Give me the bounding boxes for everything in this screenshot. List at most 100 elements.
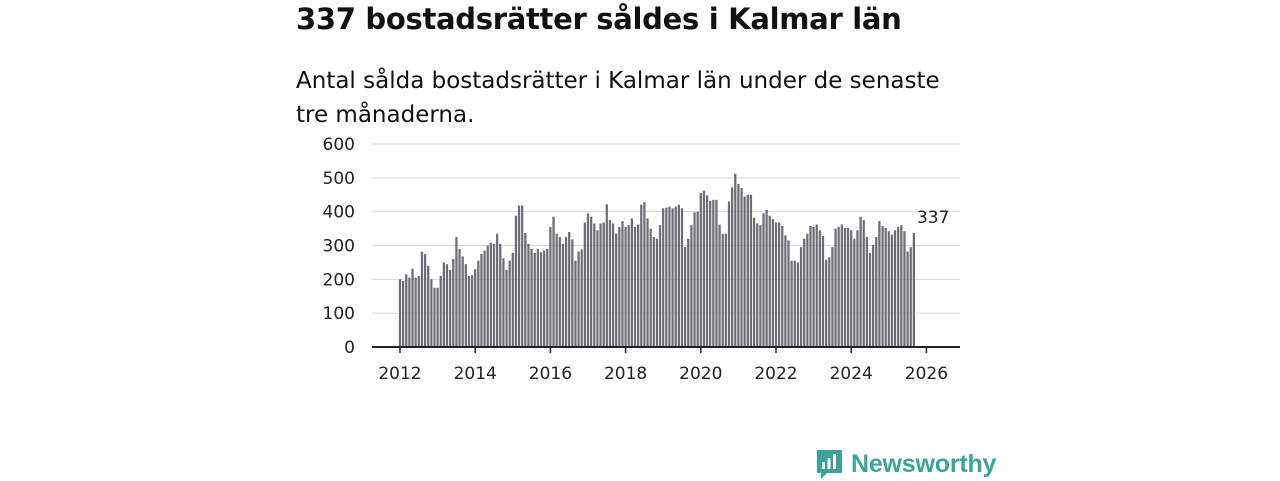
bar — [571, 239, 574, 347]
x-tick-label: 2022 — [754, 364, 797, 384]
bar — [677, 204, 680, 347]
bar — [461, 256, 464, 347]
bar — [759, 225, 762, 347]
bar — [887, 231, 890, 347]
bar-chart: 0 100 200 300 400 500 600 2012 2014 2016 2018 2020… — [323, 135, 960, 384]
bar — [875, 237, 878, 347]
bar — [455, 237, 458, 347]
bar — [599, 223, 602, 347]
bar — [643, 202, 646, 347]
bar — [543, 250, 546, 347]
bar — [411, 268, 414, 347]
bar — [831, 247, 834, 347]
bar — [480, 253, 483, 347]
bar — [596, 230, 599, 347]
x-tick-label: 2014 — [454, 364, 497, 384]
bar — [586, 213, 590, 347]
y-tick-label: 200 — [323, 270, 355, 290]
bar — [815, 224, 818, 347]
bar — [718, 224, 721, 347]
bar — [505, 269, 508, 347]
bar — [821, 236, 825, 347]
data-labels: 337 — [917, 208, 949, 228]
bar — [846, 227, 850, 347]
bar — [746, 194, 749, 347]
bar — [640, 204, 643, 347]
bar — [602, 222, 605, 347]
bar — [511, 252, 514, 347]
bar — [436, 287, 439, 347]
bar — [652, 237, 655, 347]
bar — [583, 222, 586, 347]
bar — [668, 206, 671, 347]
x-tick-label: 2026 — [905, 364, 948, 384]
bar — [420, 251, 424, 347]
bar — [530, 248, 533, 347]
bar — [405, 274, 408, 347]
bars — [398, 173, 915, 348]
x-tick-label: 2024 — [830, 364, 873, 384]
bar — [474, 269, 477, 347]
bar — [906, 251, 909, 347]
bar — [709, 200, 712, 347]
bar — [533, 252, 536, 347]
bar — [774, 222, 778, 347]
bar — [734, 173, 737, 347]
bar — [445, 264, 449, 347]
bar — [615, 233, 618, 347]
bar — [433, 287, 436, 347]
bar — [464, 264, 467, 347]
bar — [618, 226, 621, 347]
bar — [687, 238, 690, 347]
bar — [568, 231, 571, 347]
bar — [903, 231, 906, 347]
bar — [765, 209, 768, 347]
y-tick-label: 500 — [323, 169, 355, 189]
bar — [781, 225, 784, 347]
bar — [840, 224, 843, 347]
bar — [690, 225, 693, 347]
bar — [514, 215, 518, 347]
bar — [865, 237, 868, 347]
bar — [555, 233, 558, 347]
bar — [768, 215, 771, 347]
bar — [665, 207, 668, 347]
bar — [740, 187, 743, 347]
bar — [806, 233, 809, 347]
bar — [536, 248, 539, 347]
bar — [442, 262, 445, 347]
bar — [605, 204, 608, 347]
bar — [834, 228, 837, 347]
bar — [662, 208, 665, 347]
bar — [402, 281, 405, 347]
bar — [608, 220, 612, 348]
bar — [417, 275, 420, 347]
bar — [803, 238, 806, 347]
bar — [897, 226, 900, 347]
bar — [449, 269, 452, 347]
bar — [893, 230, 897, 347]
bar — [527, 243, 530, 347]
bar — [843, 227, 847, 347]
bar — [655, 238, 659, 347]
y-tick-label: 400 — [323, 203, 355, 223]
bar — [546, 248, 549, 347]
bar — [489, 242, 492, 347]
bar — [784, 235, 787, 347]
bar — [593, 223, 596, 347]
x-tick-label: 2016 — [529, 364, 572, 384]
bar — [674, 206, 677, 347]
bar — [868, 252, 872, 347]
y-tick-label: 300 — [323, 237, 355, 257]
bar — [699, 193, 702, 347]
bar — [837, 226, 840, 347]
brand-logo[interactable]: Newsworthy — [815, 447, 996, 481]
y-tick-label: 100 — [323, 304, 355, 324]
bar — [862, 220, 865, 348]
bar — [483, 250, 486, 347]
bar — [621, 221, 624, 347]
bar — [743, 196, 746, 347]
bar — [646, 218, 649, 347]
bar — [611, 223, 615, 347]
brand-name: Newsworthy — [851, 449, 997, 478]
